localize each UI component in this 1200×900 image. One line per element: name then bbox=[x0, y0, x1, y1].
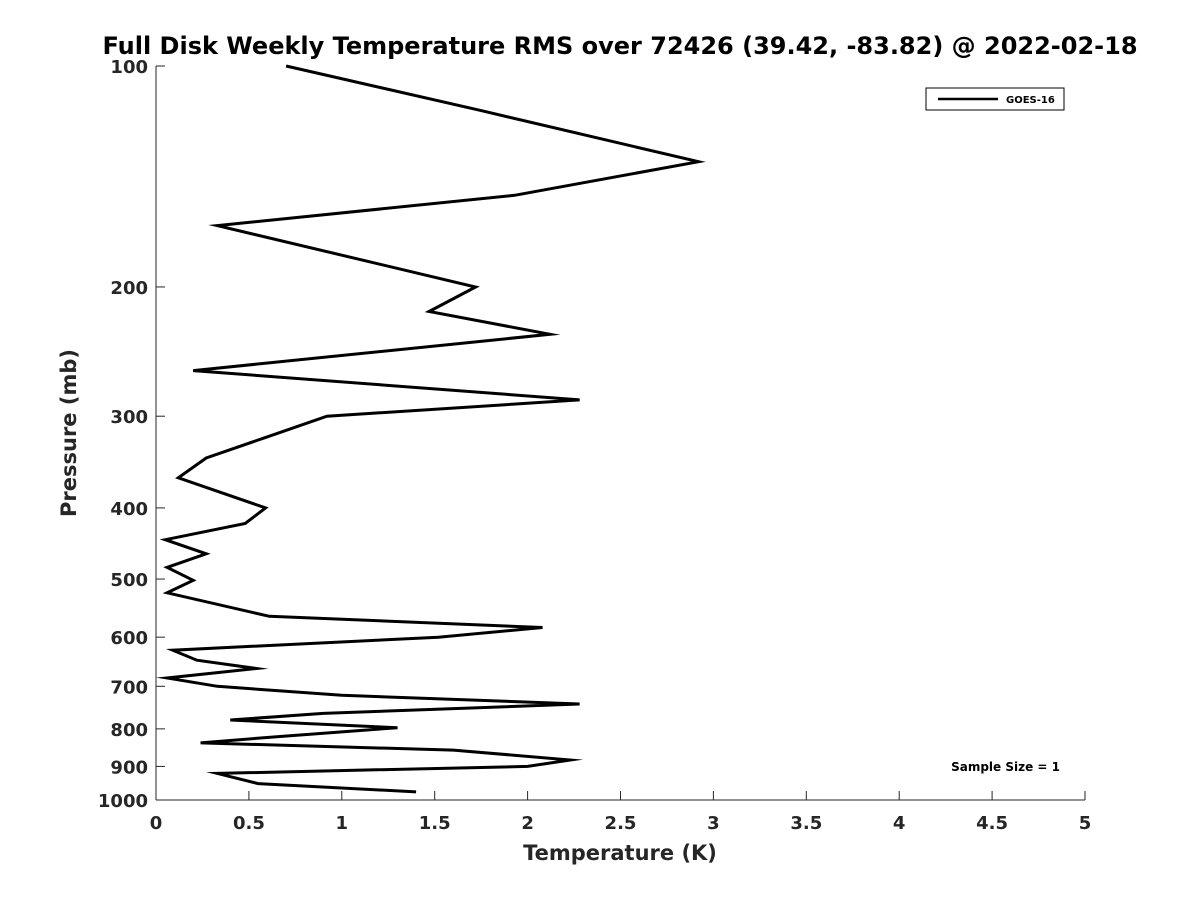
y-tick-label: 900 bbox=[110, 757, 148, 778]
y-tick-label: 400 bbox=[110, 499, 148, 520]
y-tick-label: 300 bbox=[110, 407, 148, 428]
x-tick-label: 5 bbox=[1079, 813, 1092, 834]
x-tick-label: 4 bbox=[893, 813, 906, 834]
legend-label: GOES-16 bbox=[1006, 95, 1055, 106]
x-axis-ticks: 0 0.5 1 1.5 2 2.5 3 3.5 4 4.5 5 bbox=[150, 791, 1092, 834]
series-layer bbox=[165, 66, 698, 792]
x-tick-label: 3 bbox=[707, 813, 720, 834]
series-line bbox=[165, 66, 698, 792]
x-tick-label: 0.5 bbox=[233, 813, 265, 834]
x-tick-label: 1 bbox=[336, 813, 349, 834]
x-tick-label: 4.5 bbox=[976, 813, 1008, 834]
legend: GOES-16 bbox=[926, 88, 1064, 110]
x-tick-label: 0 bbox=[150, 813, 163, 834]
x-tick-label: 3.5 bbox=[790, 813, 822, 834]
x-tick-label: 1.5 bbox=[419, 813, 451, 834]
y-tick-label: 600 bbox=[110, 628, 148, 649]
x-tick-label: 2 bbox=[521, 813, 534, 834]
y-tick-label: 700 bbox=[110, 677, 148, 698]
y-tick-label: 200 bbox=[110, 278, 148, 299]
x-axis-label: Temperature (K) bbox=[523, 841, 717, 865]
y-tick-label: 1000 bbox=[98, 791, 148, 812]
y-axis-label: Pressure (mb) bbox=[57, 349, 81, 517]
chart-title: Full Disk Weekly Temperature RMS over 72… bbox=[102, 32, 1137, 60]
x-tick-label: 2.5 bbox=[605, 813, 637, 834]
y-axis-ticks: 100 200 300 400 500 600 700 800 900 1000 bbox=[98, 57, 165, 812]
sample-size-annotation: Sample Size = 1 bbox=[951, 760, 1060, 774]
y-tick-label: 800 bbox=[110, 720, 148, 741]
y-tick-label: 500 bbox=[110, 570, 148, 591]
y-tick-label: 100 bbox=[110, 57, 148, 78]
